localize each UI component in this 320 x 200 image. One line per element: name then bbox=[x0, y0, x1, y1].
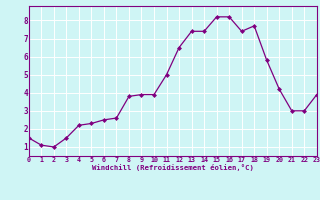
X-axis label: Windchill (Refroidissement éolien,°C): Windchill (Refroidissement éolien,°C) bbox=[92, 164, 254, 171]
